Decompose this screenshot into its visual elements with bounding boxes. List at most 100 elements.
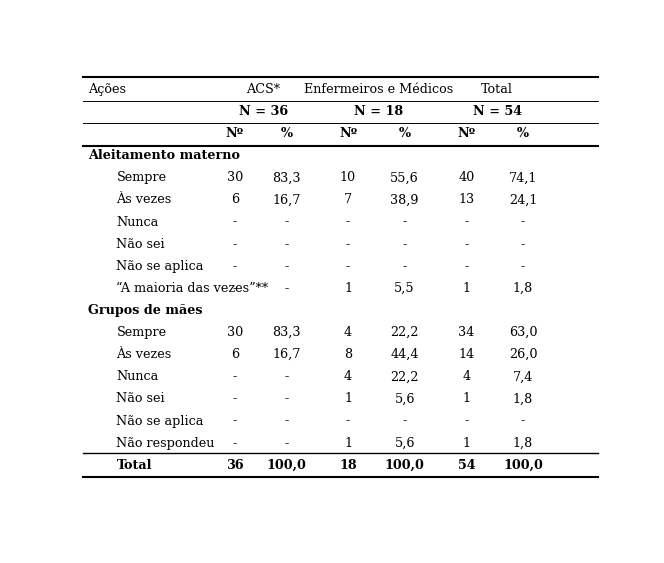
Text: 5,5: 5,5 (394, 282, 415, 295)
Text: %: % (280, 127, 292, 140)
Text: -: - (402, 238, 407, 251)
Text: -: - (284, 282, 288, 295)
Text: 1: 1 (344, 282, 352, 295)
Text: -: - (232, 370, 237, 383)
Text: N = 54: N = 54 (473, 105, 522, 118)
Text: 4: 4 (344, 370, 352, 383)
Text: 83,3: 83,3 (272, 326, 301, 339)
Text: 44,4: 44,4 (390, 348, 419, 361)
Text: -: - (402, 260, 407, 273)
Text: Nunca: Nunca (116, 370, 159, 383)
Text: 22,2: 22,2 (390, 370, 419, 383)
Text: 6: 6 (231, 348, 239, 361)
Text: -: - (284, 370, 288, 383)
Text: Aleitamento materno: Aleitamento materno (88, 149, 240, 162)
Text: 1,8: 1,8 (513, 282, 533, 295)
Text: Nº: Nº (226, 127, 244, 140)
Text: 63,0: 63,0 (509, 326, 537, 339)
Text: -: - (346, 260, 350, 273)
Text: -: - (346, 216, 350, 229)
Text: 1: 1 (462, 437, 470, 450)
Text: 22,2: 22,2 (390, 326, 419, 339)
Text: Total: Total (116, 459, 152, 472)
Text: N = 36: N = 36 (238, 105, 288, 118)
Text: -: - (232, 282, 237, 295)
Text: 83,3: 83,3 (272, 171, 301, 185)
Text: 30: 30 (226, 326, 243, 339)
Text: -: - (284, 437, 288, 450)
Text: 7: 7 (344, 194, 352, 207)
Text: Enfermeiros e Médicos: Enfermeiros e Médicos (304, 83, 454, 96)
Text: Ações: Ações (88, 83, 126, 96)
Text: -: - (346, 238, 350, 251)
Text: -: - (232, 437, 237, 450)
Text: Não sei: Não sei (116, 392, 165, 405)
Text: -: - (284, 216, 288, 229)
Text: Sempre: Sempre (116, 326, 167, 339)
Text: Sempre: Sempre (116, 171, 167, 185)
Text: 100,0: 100,0 (384, 459, 424, 472)
Text: -: - (464, 260, 469, 273)
Text: -: - (521, 260, 525, 273)
Text: 100,0: 100,0 (266, 459, 306, 472)
Text: 4: 4 (462, 370, 470, 383)
Text: Nunca: Nunca (116, 216, 159, 229)
Text: 54: 54 (457, 459, 475, 472)
Text: 30: 30 (226, 171, 243, 185)
Text: -: - (284, 392, 288, 405)
Text: Nº: Nº (457, 127, 475, 140)
Text: Total: Total (481, 83, 513, 96)
Text: 1: 1 (462, 282, 470, 295)
Text: -: - (232, 392, 237, 405)
Text: 16,7: 16,7 (272, 194, 300, 207)
Text: Grupos de mães: Grupos de mães (88, 304, 203, 317)
Text: -: - (232, 216, 237, 229)
Text: -: - (521, 216, 525, 229)
Text: 38,9: 38,9 (390, 194, 419, 207)
Text: -: - (402, 414, 407, 427)
Text: 1: 1 (344, 392, 352, 405)
Text: Nº: Nº (339, 127, 357, 140)
Text: -: - (464, 216, 469, 229)
Text: -: - (284, 260, 288, 273)
Text: -: - (464, 238, 469, 251)
Text: N = 18: N = 18 (355, 105, 404, 118)
Text: 6: 6 (231, 194, 239, 207)
Text: 5,6: 5,6 (394, 392, 415, 405)
Text: %: % (517, 127, 529, 140)
Text: 55,6: 55,6 (390, 171, 419, 185)
Text: 100,0: 100,0 (503, 459, 543, 472)
Text: Às vezes: Às vezes (116, 194, 172, 207)
Text: “A maioria das vezes”**: “A maioria das vezes”** (116, 282, 268, 295)
Text: 8: 8 (344, 348, 352, 361)
Text: 7,4: 7,4 (513, 370, 533, 383)
Text: -: - (284, 238, 288, 251)
Text: 14: 14 (458, 348, 475, 361)
Text: -: - (232, 260, 237, 273)
Text: 5,6: 5,6 (394, 437, 415, 450)
Text: -: - (521, 414, 525, 427)
Text: -: - (521, 238, 525, 251)
Text: 1: 1 (462, 392, 470, 405)
Text: 18: 18 (339, 459, 357, 472)
Text: 1,8: 1,8 (513, 392, 533, 405)
Text: 34: 34 (458, 326, 475, 339)
Text: %: % (398, 127, 410, 140)
Text: ACS*: ACS* (246, 83, 280, 96)
Text: 74,1: 74,1 (509, 171, 537, 185)
Text: Não sei: Não sei (116, 238, 165, 251)
Text: -: - (464, 414, 469, 427)
Text: -: - (284, 414, 288, 427)
Text: -: - (232, 238, 237, 251)
Text: -: - (346, 414, 350, 427)
Text: Não se aplica: Não se aplica (116, 260, 204, 273)
Text: 36: 36 (226, 459, 244, 472)
Text: Às vezes: Às vezes (116, 348, 172, 361)
Text: -: - (402, 216, 407, 229)
Text: 16,7: 16,7 (272, 348, 300, 361)
Text: Não se aplica: Não se aplica (116, 414, 204, 427)
Text: 40: 40 (458, 171, 475, 185)
Text: 13: 13 (458, 194, 475, 207)
Text: 10: 10 (340, 171, 356, 185)
Text: 1,8: 1,8 (513, 437, 533, 450)
